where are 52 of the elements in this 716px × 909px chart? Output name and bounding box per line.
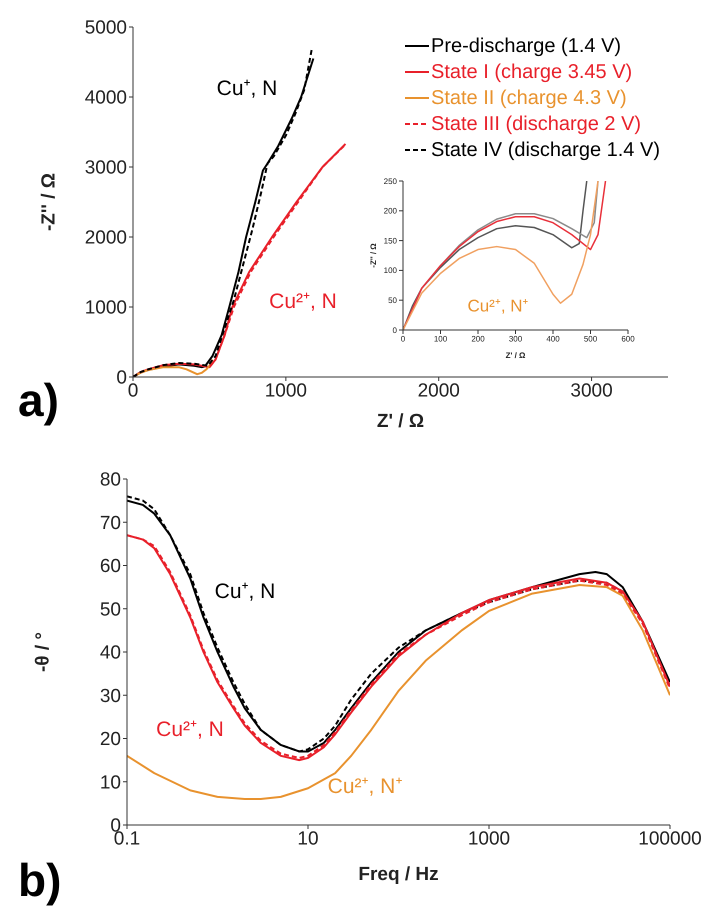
- annotation: Cu⁺, N: [214, 579, 276, 604]
- x-tick-label: 400: [546, 334, 560, 344]
- x-tick-label: 500: [584, 334, 598, 344]
- y-tick-label: 2000: [84, 228, 127, 249]
- y-tick-label: 5000: [84, 18, 127, 39]
- legend-label: State IV (discharge 1.4 V): [430, 138, 660, 163]
- y-tick-label: 50: [100, 599, 121, 620]
- x-axis-title: Freq / Hz: [358, 864, 439, 885]
- x-tick-label: 1000: [264, 380, 307, 402]
- y-tick-label: 40: [100, 642, 121, 664]
- y-axis-title: -Z'' / Ω: [38, 172, 60, 232]
- y-tick-label: 1000: [84, 298, 127, 319]
- text: b): [18, 853, 62, 907]
- x-tick-label: 1000: [468, 828, 510, 850]
- x-tick-label: 100: [434, 334, 448, 344]
- y-tick-label: 0: [392, 326, 398, 335]
- y-tick-label: 70: [100, 512, 121, 534]
- y-tick-label: 60: [100, 556, 121, 578]
- y-tick-label: 20: [100, 729, 121, 750]
- legend-label: State III (discharge 2 V): [430, 112, 642, 137]
- y-tick-label: 4000: [84, 88, 127, 109]
- y-tick-label: 30: [100, 686, 121, 707]
- y-tick-label: 80: [100, 470, 121, 491]
- annotation: Cu⁺, N: [216, 76, 278, 101]
- y-axis-title: -Z'' / Ω: [368, 242, 378, 268]
- x-tick-label: 300: [508, 334, 523, 344]
- y-tick-label: 200: [384, 206, 398, 216]
- y-tick-label: 10: [100, 772, 121, 794]
- annotation: Cu²⁺, N⁺: [467, 296, 529, 316]
- y-tick-label: 100: [384, 266, 398, 276]
- x-tick-label: 3000: [570, 380, 613, 402]
- x-axis-title: Z' / Ω: [506, 351, 526, 360]
- text: a): [18, 373, 59, 427]
- x-tick-label: 2000: [418, 380, 460, 402]
- legend-label: Pre-discharge (1.4 V): [430, 34, 622, 59]
- y-tick-label: 250: [384, 176, 398, 186]
- x-axis-title: Z' / Ω: [376, 411, 424, 432]
- line-series: [133, 358, 214, 377]
- y-tick-label: 3000: [84, 158, 127, 179]
- annotation: Cu²⁺, N: [156, 717, 224, 742]
- x-tick-label: 0: [400, 334, 406, 344]
- x-tick-label: 10: [297, 828, 319, 850]
- y-tick-label: 150: [384, 236, 398, 246]
- y-tick-label: 50: [388, 296, 398, 306]
- x-tick-label: 100000: [638, 828, 702, 850]
- x-tick-label: 200: [471, 334, 486, 344]
- x-tick-label: 600: [621, 334, 636, 344]
- legend-label: State I (charge 3.45 V): [430, 60, 632, 85]
- annotation: Cu²⁺, N: [269, 289, 337, 314]
- annotation: Cu²⁺, N⁺: [328, 774, 402, 799]
- y-axis-title: -θ / °: [32, 632, 54, 672]
- legend-label: State II (charge 4.3 V): [430, 86, 627, 111]
